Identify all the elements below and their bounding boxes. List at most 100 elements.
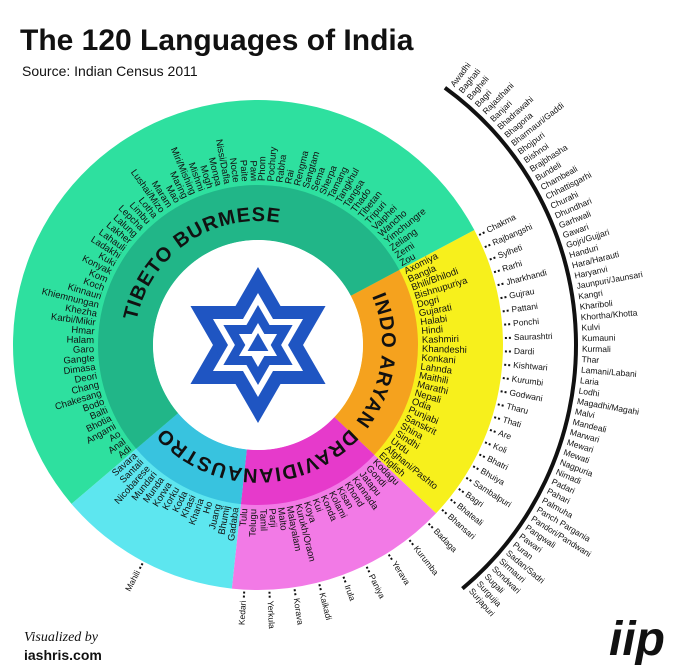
other-language: Irula: [343, 583, 358, 602]
language: Phom: [257, 156, 269, 181]
leader: [465, 476, 472, 482]
other-language: Paniya: [367, 572, 388, 600]
dialect: Kurmali: [582, 344, 611, 354]
language: Gangte: [63, 353, 95, 367]
credit-site: iashris.com: [24, 647, 102, 663]
other-language: Tharu: [505, 401, 529, 416]
leader: [138, 562, 144, 570]
leader: [493, 416, 501, 420]
leader: [484, 243, 491, 249]
other-language: Kishtwari: [513, 360, 548, 373]
dialect: Khortha/Khotta: [580, 307, 638, 322]
title: The 120 Languages of India: [20, 24, 414, 57]
family-band: [98, 185, 400, 449]
leader: [484, 441, 491, 446]
dialect-arc: [443, 86, 578, 591]
leader: [408, 539, 414, 546]
language: Gadaba: [226, 506, 242, 542]
other-language: Yerkula: [266, 600, 277, 629]
language: Bhumij: [216, 505, 232, 536]
leader: [427, 522, 434, 529]
leader: [450, 498, 457, 505]
dialect: Khariboli: [579, 298, 613, 312]
language: Ao: [107, 429, 123, 445]
other-language: Korava: [292, 597, 306, 625]
other-language: Are: [497, 428, 513, 442]
leader: [472, 465, 479, 471]
other-language: Kaikadi: [317, 592, 334, 622]
leader: [502, 377, 509, 380]
dialect: Lamani/Labani: [581, 365, 637, 379]
language: Rabha: [275, 153, 290, 183]
family-band: [240, 417, 375, 506]
other-language: Thati: [502, 414, 523, 429]
language: Pochury: [266, 146, 280, 182]
leader: [387, 554, 393, 561]
leader: [478, 453, 486, 459]
leader: [318, 584, 322, 591]
other-language: Koli: [492, 441, 509, 456]
language: Garo: [73, 344, 94, 356]
leader: [500, 390, 507, 394]
language: Kashmiri: [422, 334, 459, 346]
language: Pawi: [247, 160, 259, 181]
other-language: Godwani: [509, 387, 544, 403]
other-language: Rarhi: [501, 258, 523, 274]
emblem-triangle: [247, 333, 269, 351]
language: Lahnda: [420, 362, 454, 377]
language: Ho: [201, 500, 215, 515]
leader: [458, 488, 465, 494]
language: Nocte: [227, 157, 241, 183]
dialect: Laria: [580, 375, 600, 387]
other-language: Kurumba: [412, 544, 441, 578]
leader: [497, 403, 504, 407]
logo: iip: [609, 613, 665, 666]
leader: [489, 428, 496, 433]
dialect: Kangri: [578, 288, 604, 302]
other-language: Dardi: [514, 346, 535, 357]
other-language: Ponchi: [513, 316, 540, 328]
language: Tamil: [257, 509, 269, 531]
language: Halabi: [420, 314, 448, 329]
language: Tulu: [238, 508, 250, 527]
wheel: INDO ARYANAxomiyaBanglaBhili/BhilodiBish…: [12, 60, 644, 629]
language: Dogri: [416, 294, 441, 310]
language: Khandeshi: [422, 344, 467, 356]
language: Hindi: [421, 324, 443, 337]
credit-label: Visualized by: [24, 630, 99, 645]
family-band: [334, 269, 418, 455]
language: Maithili: [418, 370, 449, 386]
dialect: Malvi: [574, 406, 596, 420]
dialect: Thar: [581, 354, 599, 365]
other-language: Kedari: [237, 600, 248, 625]
other-language: Saurashtri: [514, 331, 553, 342]
other-language: Badaga: [432, 526, 460, 554]
source: Source: Indian Census 2011: [22, 63, 198, 79]
other-language: Gujrau: [508, 286, 535, 301]
language: Paite: [237, 160, 250, 182]
language: Deori: [74, 371, 98, 386]
language: Kui: [310, 497, 325, 514]
language: Malto: [275, 507, 289, 532]
family-band: [136, 413, 247, 505]
leader: [365, 566, 371, 573]
language: Rai: [283, 169, 296, 185]
leader: [478, 231, 485, 236]
language: Halam: [66, 335, 94, 347]
other-language: Yerava: [390, 559, 412, 587]
other-language: Pattani: [511, 301, 539, 315]
dialect: Lodhi: [578, 386, 600, 399]
leader: [497, 282, 504, 287]
leader: [493, 269, 501, 274]
leader: [489, 256, 496, 261]
leader: [342, 576, 347, 583]
language: Dimasa: [63, 362, 97, 377]
dialect: Kulvi: [581, 322, 600, 333]
language: Telugu: [248, 509, 260, 537]
leader: [441, 508, 448, 515]
leader: [293, 589, 297, 596]
language: Hmar: [71, 325, 95, 338]
leader: [500, 296, 507, 300]
other-language: Kurumbi: [511, 374, 544, 388]
